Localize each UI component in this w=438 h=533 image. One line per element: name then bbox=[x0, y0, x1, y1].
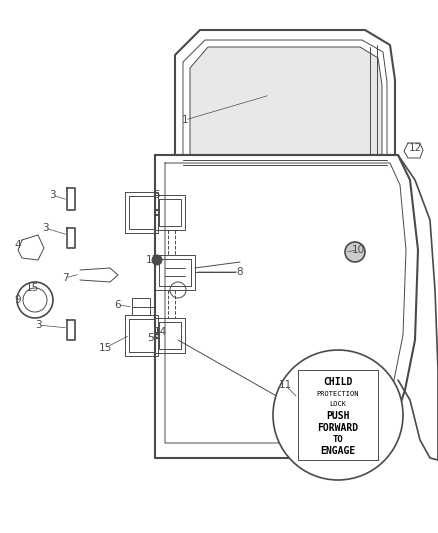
Text: PROTECTION: PROTECTION bbox=[317, 391, 359, 397]
Text: ENGAGE: ENGAGE bbox=[320, 446, 356, 456]
Text: CHILD: CHILD bbox=[323, 377, 353, 387]
Text: 5: 5 bbox=[154, 190, 160, 200]
Text: 3: 3 bbox=[49, 190, 55, 200]
Text: 4: 4 bbox=[15, 240, 21, 250]
Text: 3: 3 bbox=[35, 320, 41, 330]
Circle shape bbox=[273, 350, 403, 480]
Text: 15: 15 bbox=[99, 343, 112, 353]
Text: 3: 3 bbox=[42, 223, 48, 233]
Text: 5: 5 bbox=[147, 333, 153, 343]
Circle shape bbox=[345, 242, 365, 262]
Text: TO: TO bbox=[332, 434, 343, 443]
Text: 6: 6 bbox=[115, 300, 121, 310]
Text: 13: 13 bbox=[145, 255, 159, 265]
Text: 15: 15 bbox=[25, 283, 39, 293]
Text: 10: 10 bbox=[351, 245, 364, 255]
Polygon shape bbox=[190, 47, 382, 155]
Text: 9: 9 bbox=[15, 295, 21, 305]
Text: 14: 14 bbox=[153, 327, 166, 337]
Text: LOCK: LOCK bbox=[329, 401, 346, 407]
Text: 12: 12 bbox=[408, 143, 422, 153]
Text: 8: 8 bbox=[237, 267, 244, 277]
Text: 1: 1 bbox=[182, 115, 188, 125]
Circle shape bbox=[152, 255, 162, 265]
Text: FORWARD: FORWARD bbox=[318, 423, 359, 433]
Text: 11: 11 bbox=[279, 380, 292, 390]
Text: 7: 7 bbox=[62, 273, 68, 283]
Text: PUSH: PUSH bbox=[326, 411, 350, 421]
